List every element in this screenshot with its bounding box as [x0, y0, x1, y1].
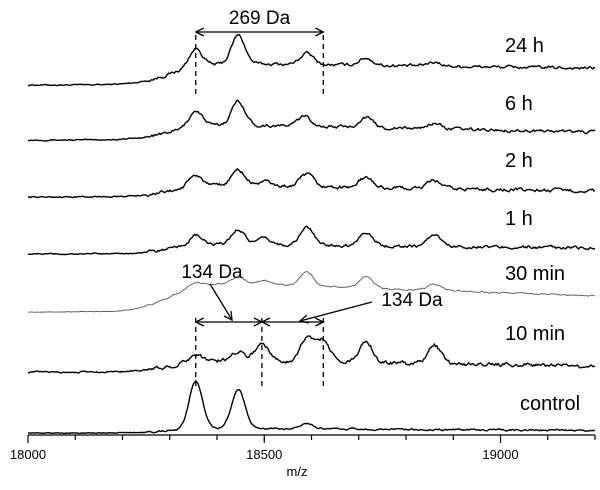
- trace-24-h: [28, 33, 595, 87]
- annotation-269-label: 269 Da: [229, 8, 291, 29]
- trace-1-h: [27, 225, 596, 256]
- series-label-2-h: 2 h: [505, 150, 533, 172]
- x-tick-label: 18500: [246, 447, 282, 462]
- series-label-control: control: [520, 393, 580, 415]
- arrow-134-a: [194, 317, 264, 327]
- trace-control: [27, 380, 595, 435]
- x-tick-label: 19000: [482, 447, 518, 462]
- leader-134b: [298, 301, 373, 324]
- spectrum-traces: [27, 33, 596, 435]
- series-label-1-h: 1 h: [505, 208, 533, 230]
- series-label-6-h: 6 h: [505, 93, 533, 115]
- trace-10-min: [27, 335, 596, 374]
- annotations: 269 Da 134 Da 134 Da: [181, 8, 443, 388]
- trace-6-h: [27, 99, 596, 142]
- x-axis-label: m/z: [287, 464, 308, 479]
- annotation-134a-label: 134 Da: [181, 262, 243, 283]
- trace-30-min: [28, 271, 596, 313]
- trace-2-h: [27, 168, 596, 199]
- arrow-134-b: [260, 317, 325, 327]
- leader-134a: [209, 283, 233, 322]
- x-tick-label: 18000: [10, 447, 46, 462]
- x-axis: 18000 18500 19000: [10, 434, 596, 462]
- series-label-10-min: 10 min: [505, 323, 565, 345]
- annotation-134b-label: 134 Da: [381, 290, 443, 311]
- series-label-30-min: 30 min: [505, 263, 565, 285]
- series-labels: 24 h 6 h 2 h 1 h 30 min 10 min control: [505, 35, 580, 415]
- series-label-24-h: 24 h: [505, 35, 544, 57]
- arrow-269: [194, 27, 325, 37]
